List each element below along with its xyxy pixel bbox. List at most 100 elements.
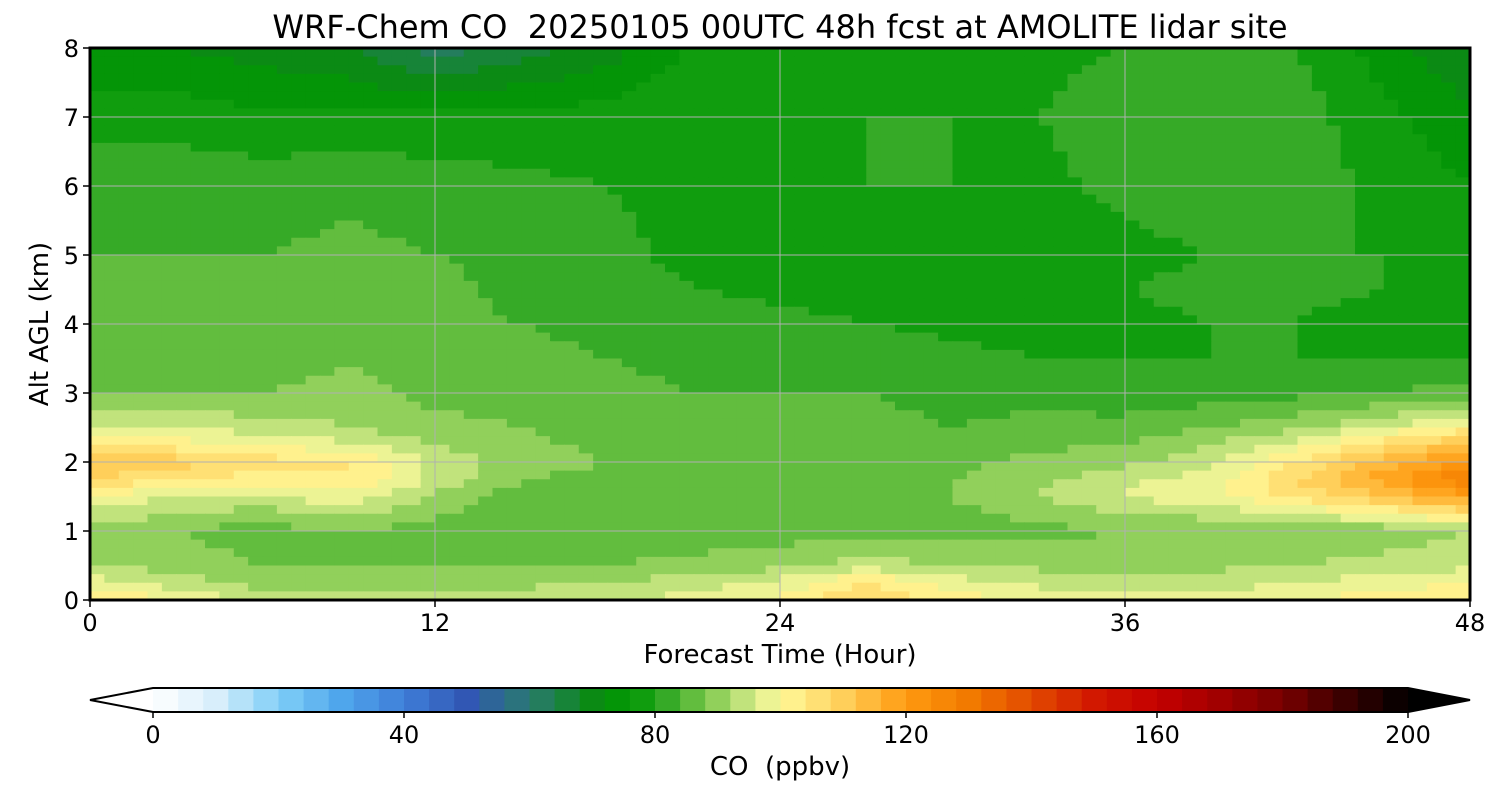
- contour-cell: [449, 298, 465, 308]
- contour-cell: [1412, 117, 1428, 127]
- contour-cell: [363, 255, 379, 265]
- contour-cell: [650, 453, 666, 463]
- contour-cell: [780, 384, 795, 394]
- contour-cell: [722, 263, 738, 273]
- contour-cell: [952, 358, 968, 368]
- contour-cell: [1110, 315, 1126, 325]
- contour-cell: [1139, 358, 1155, 368]
- contour-cell: [406, 306, 422, 316]
- contour-cell: [449, 427, 465, 437]
- contour-cell: [248, 194, 264, 204]
- contour-cell: [765, 479, 781, 489]
- contour-cell: [1225, 263, 1241, 273]
- contour-cell: [1168, 91, 1184, 101]
- contour-cell: [118, 134, 134, 144]
- contour-cell: [147, 48, 163, 58]
- contour-cell: [521, 160, 537, 170]
- contour-cell: [665, 349, 680, 360]
- contour-cell: [693, 375, 709, 385]
- contour-cell: [621, 384, 637, 394]
- contour-cell: [1340, 272, 1356, 282]
- contour-cell: [521, 324, 537, 334]
- contour-cell: [1225, 142, 1241, 153]
- contour-cell: [363, 479, 379, 489]
- contour-cell: [1125, 125, 1140, 135]
- contour-cell: [1081, 108, 1097, 118]
- contour-cell: [550, 186, 565, 196]
- contour-cell: [291, 117, 307, 127]
- contour-cell: [463, 306, 479, 316]
- contour-cell: [1369, 401, 1385, 411]
- contour-cell: [895, 479, 910, 489]
- contour-cell: [952, 418, 968, 429]
- contour-cell: [1283, 73, 1299, 84]
- contour-cell: [780, 108, 795, 118]
- contour-cell: [276, 367, 292, 377]
- contour-cell: [1038, 237, 1054, 247]
- contour-cell: [981, 263, 997, 273]
- contour-cell: [334, 272, 350, 282]
- contour-cell: [535, 177, 551, 187]
- contour-cell: [1297, 220, 1313, 230]
- contour-cell: [1024, 444, 1040, 454]
- contour-cell: [1412, 341, 1428, 351]
- contour-cell: [1283, 142, 1299, 153]
- contour-cell: [1297, 393, 1313, 403]
- contour-cell: [693, 436, 709, 446]
- contour-cell: [535, 453, 551, 463]
- contour-cell: [492, 427, 508, 437]
- contour-cell: [708, 56, 724, 66]
- contour-cell: [765, 418, 781, 429]
- contour-cell: [506, 91, 522, 101]
- contour-cell: [391, 125, 407, 135]
- contour-cell: [1225, 134, 1241, 144]
- contour-cell: [248, 427, 264, 437]
- contour-cell: [147, 237, 163, 247]
- contour-cell: [1426, 246, 1442, 256]
- contour-cell: [478, 134, 494, 144]
- contour-cell: [1038, 82, 1054, 92]
- contour-cell: [966, 160, 982, 170]
- contour-cell: [90, 255, 105, 265]
- contour-cell: [449, 332, 465, 342]
- contour-cell: [981, 194, 997, 204]
- contour-cell: [578, 65, 594, 75]
- contour-cell: [420, 332, 436, 342]
- contour-cell: [751, 453, 767, 463]
- contour-cell: [564, 151, 580, 161]
- contour-cell: [1196, 341, 1212, 351]
- contour-cell: [1311, 479, 1327, 489]
- contour-cell: [90, 194, 105, 204]
- contour-cell: [118, 487, 134, 498]
- contour-cell: [780, 56, 795, 66]
- contour-cell: [1311, 194, 1327, 204]
- contour-cell: [521, 349, 537, 360]
- contour-cell: [1340, 306, 1356, 316]
- contour-cell: [1038, 444, 1054, 454]
- contour-cell: [1139, 255, 1155, 265]
- contour-cell: [693, 56, 709, 66]
- contour-cell: [205, 255, 220, 265]
- contour-cell: [406, 341, 422, 351]
- contour-cell: [161, 203, 177, 213]
- contour-cell: [1254, 168, 1270, 178]
- contour-cell: [104, 186, 120, 196]
- contour-cell: [851, 410, 867, 420]
- contour-cell: [420, 462, 436, 472]
- contour-cell: [564, 289, 580, 299]
- contour-cell: [765, 65, 781, 75]
- contour-cell: [866, 470, 882, 480]
- contour-cell: [823, 479, 839, 489]
- contour-cell: [420, 367, 436, 377]
- contour-cell: [276, 142, 292, 153]
- contour-cell: [492, 479, 508, 489]
- contour-cell: [564, 99, 580, 109]
- contour-cell: [636, 263, 652, 273]
- contour-cell: [1211, 393, 1227, 403]
- contour-cell: [693, 73, 709, 84]
- contour-cell: [851, 375, 867, 385]
- contour-cell: [1254, 65, 1270, 75]
- contour-cell: [1211, 117, 1227, 127]
- contour-cell: [851, 332, 867, 342]
- contour-cell: [1053, 91, 1069, 101]
